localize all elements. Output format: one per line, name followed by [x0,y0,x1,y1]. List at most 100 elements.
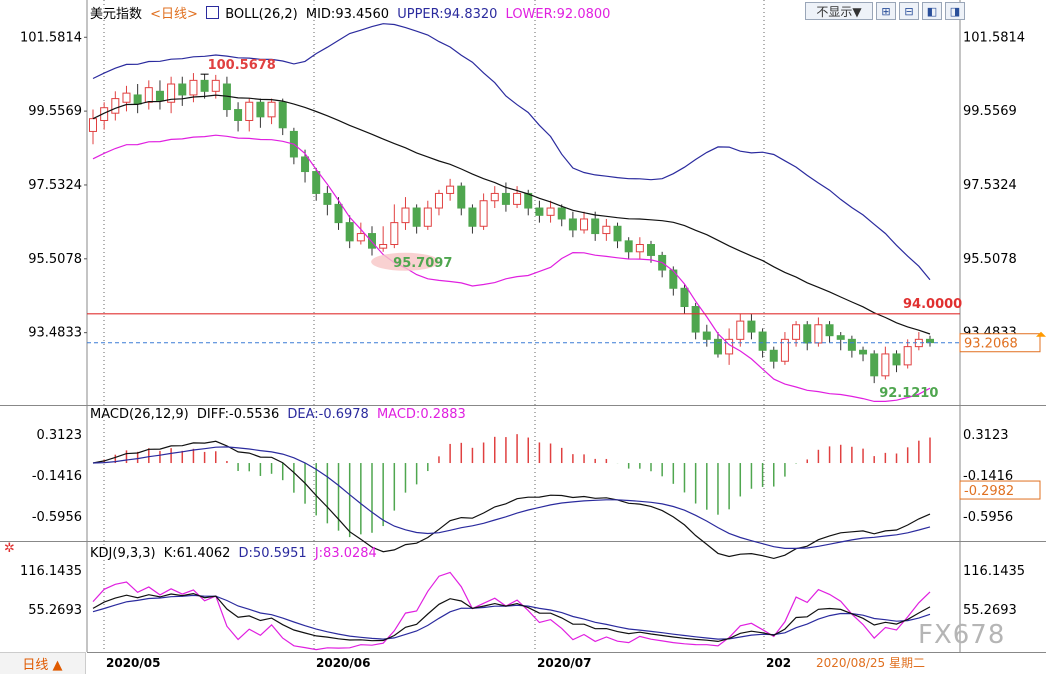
candle-body [167,83,176,103]
boll-upper: UPPER:94.8320 [397,7,498,22]
period-selector[interactable]: <日线> [150,7,198,22]
price-tick-label-right: 97.5324 [963,178,1017,193]
watermark-text: FX678 [918,620,1006,650]
candle-body [881,353,890,377]
settings-gear-icon[interactable]: ✲ [4,541,15,556]
macd-dea-line [92,446,931,549]
low-highlight [371,252,440,271]
current-price-arrow-icon [1036,331,1046,337]
candle-body [323,192,332,205]
candle-body [847,338,856,351]
macd-current-label: -0.2982 [964,484,1014,499]
price-tick-label-left: 93.4833 [28,326,82,341]
high-annotation: 100.5678 [208,58,276,73]
zoom-in-icon[interactable]: ⊞ [876,2,896,20]
candle-body [903,346,912,366]
boll-lower: LOWER:92.0800 [505,7,611,22]
candle-body [301,156,310,173]
candle-body [356,233,365,242]
current-price-label: 93.2068 [964,337,1018,352]
candle-body [200,79,209,92]
date-axis-label: 202 [766,656,791,670]
candle-body [122,92,131,103]
macd-tick-label-right: -0.1416 [963,469,1013,484]
candle-body [256,101,265,118]
kdj-tick-label-right: 116.1435 [963,564,1025,579]
candle-body [490,192,499,202]
candle-body [89,118,97,132]
candle-body [501,192,510,205]
candle-body [401,207,410,224]
candle-body [747,320,756,333]
macd-diff-line [92,440,931,560]
kdj-tick-label-left: 116.1435 [20,564,82,579]
price-tick-label-left: 97.5324 [28,178,82,193]
candle-body [635,244,644,253]
current-price-badge [959,333,1041,353]
macd-tick-label-right: 0.3123 [963,428,1009,443]
period-tab-daily[interactable]: 日线 ▲ [0,652,86,674]
price-tick-label-left: 101.5814 [20,30,82,45]
macd-label: MACD(26,12,9) [90,407,189,422]
kdj-k-line [92,592,931,643]
candle-body [669,269,678,289]
candle-body [624,240,633,253]
candle-body [334,203,343,224]
macd-tick-label-left: 0.3123 [37,428,83,443]
candle-body [870,353,879,377]
candle-body [412,207,421,227]
candle-body [580,218,589,231]
kdj-j-line [92,571,931,651]
date-cursor-label: 2020/08/25 星期二 [816,656,925,670]
candle-body [245,101,254,121]
boll-upper-line [92,23,931,281]
kdj-label: KDJ(9,3,3) [90,546,156,561]
candle-body [434,192,443,209]
scroll-right-icon[interactable]: ◨ [945,2,965,20]
kdj-d-line [92,594,931,640]
candle-body [546,207,555,216]
candle-body [691,306,700,333]
candle-body [144,87,153,103]
candle-body [111,98,120,114]
candle-body [814,324,823,344]
boll-icon [206,6,220,19]
candle-body [312,171,321,194]
macd-tick-label-left: -0.5956 [32,510,82,525]
low-annotation-end: 92.1210 [879,386,938,401]
candle-body [390,222,399,246]
candle-body [836,335,845,340]
kdj-k: K:61.4062 [163,546,231,561]
candle-body [736,320,745,340]
kdj-d: D:50.5951 [238,546,307,561]
macd-dea: DEA:-0.6978 [287,407,369,422]
candle-body [178,83,187,96]
zoom-out-icon[interactable]: ⊟ [899,2,919,20]
candle-body [613,225,622,242]
boll-mid: MID:93.4560 [305,7,390,22]
candle-body [535,207,544,216]
macd-diff: DIFF:-0.5536 [196,407,280,422]
candle-body [758,331,767,351]
candle-body [345,222,354,242]
candle-body [926,338,934,344]
kdj-tick-label-left: 55.2693 [28,603,82,618]
candle-body [278,101,287,129]
date-cursor-box [814,654,926,672]
candle-body [267,101,276,118]
scroll-left-icon[interactable]: ◧ [922,2,942,20]
candle-body [155,90,164,101]
candle-body [189,79,198,96]
candle-body [423,207,432,227]
price-tick-label-right: 99.5569 [963,104,1017,119]
low-annotation-mid: 95.7097 [393,256,452,271]
price-tick-label-left: 95.5078 [28,252,82,267]
macd-tick-label-right: -0.5956 [963,510,1013,525]
candle-body [211,79,220,92]
candle-body [568,218,577,231]
main-panel-header: 美元指数 <日线> BOLL(26,2) MID:93.4560 UPPER:9… [90,3,614,22]
candle-body [100,107,109,121]
candle-body [557,207,566,220]
macd-value: MACD:0.2883 [376,407,466,422]
hide-toggle-button[interactable]: 不显示▼ [805,2,873,20]
